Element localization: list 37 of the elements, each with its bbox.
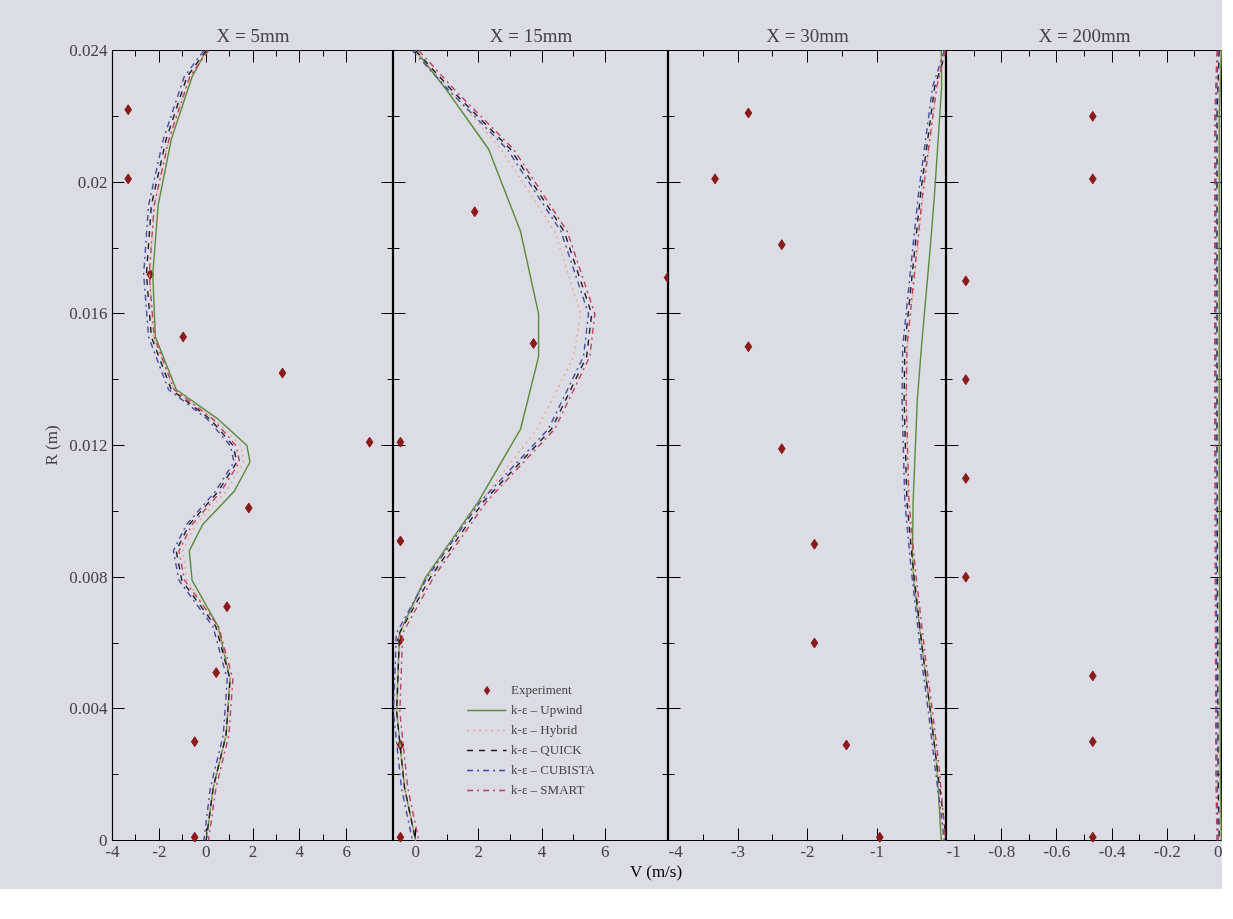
y-tick-label: 0.012	[69, 436, 108, 455]
legend-label: k-ε – Hybrid	[511, 722, 578, 738]
legend-label: k-ε – Upwind	[511, 702, 583, 718]
legend-label: k-ε – QUICK	[511, 742, 582, 758]
x-tick-label: 6	[342, 841, 351, 861]
x-tick-label: -0.8	[988, 841, 1016, 861]
x-tick-label: 4	[537, 841, 547, 861]
x-tick-label: -0.6	[1043, 841, 1071, 861]
x-tick-label: 0	[201, 841, 211, 861]
x-tick-label: -0.2	[1153, 841, 1181, 861]
y-tick-label: 0.02	[77, 172, 108, 192]
x-tick-label: 4	[295, 841, 305, 861]
chart-title: X = 15mm	[489, 24, 573, 46]
y-tick-label: 0.016	[69, 304, 108, 324]
x-tick-label: 0	[411, 841, 420, 861]
y-axis-title: R (m)	[42, 425, 62, 466]
x-axis-title: V (m/s)	[630, 861, 683, 883]
legend-label: k-ε – SMART	[511, 782, 585, 798]
chart-title: X = 200mm	[1038, 24, 1131, 46]
x-tick-label: 6	[601, 841, 610, 861]
y-tick-label: 0.024	[69, 41, 108, 60]
legend-label: Experiment	[511, 682, 572, 698]
y-tick-label: 0.008	[69, 567, 108, 587]
x-tick-label: 0	[1214, 841, 1223, 861]
chart-title: X = 5mm	[216, 24, 290, 46]
x-tick-label: 2	[474, 841, 484, 861]
x-tick-label: -3	[730, 841, 746, 861]
x-tick-label: 2	[248, 841, 258, 861]
chart-title: X = 30mm	[766, 24, 849, 46]
x-tick-label: -1	[946, 841, 961, 861]
legend-label: k-ε – CUBISTA	[511, 762, 595, 778]
x-tick-label: -0.4	[1098, 841, 1127, 861]
x-tick-label: -4	[668, 841, 684, 861]
x-tick-label: -1	[869, 841, 885, 861]
y-tick-label: 0.004	[69, 699, 108, 719]
x-tick-label: -2	[800, 841, 815, 861]
x-tick-label: -2	[152, 841, 167, 861]
